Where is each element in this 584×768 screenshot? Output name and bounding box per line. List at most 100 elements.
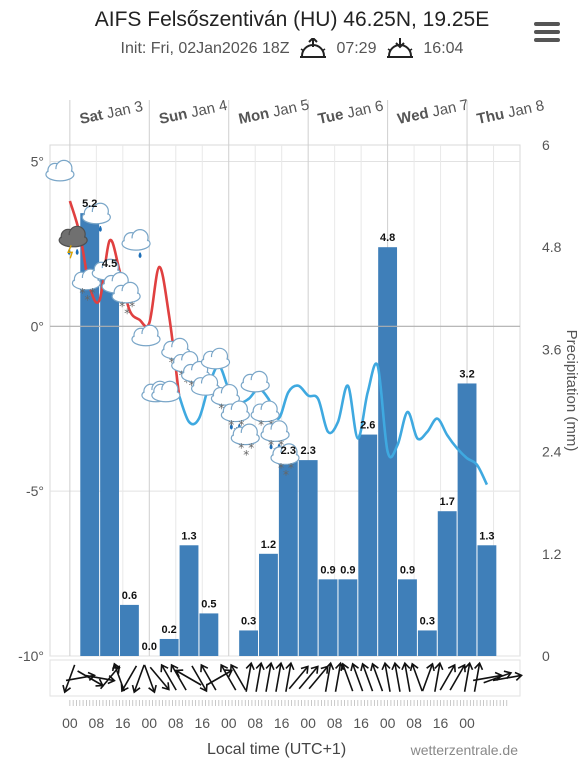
wind-arrow-icon: [265, 661, 275, 692]
precip-bar: [298, 460, 318, 656]
right-tick-label: 4.8: [542, 239, 562, 255]
chart-title: AIFS Felsőszentiván (HU) 46.25N, 19.25E: [94, 8, 490, 31]
wind-arrow-icon: [200, 663, 217, 691]
wind-arrow-icon: [229, 663, 247, 691]
precip-label: 0.5: [201, 598, 216, 610]
weather-snow-icon: ***: [250, 400, 280, 439]
right-tick-label: 3.6: [542, 341, 562, 357]
chart-header: AIFS Felsőszentiván (HU) 46.25N, 19.25E …: [0, 0, 584, 62]
wind-arrow-icon: [439, 663, 456, 691]
wind-arrow-icon: [275, 661, 285, 692]
precip-bar: [457, 383, 477, 656]
precip-label: 5.2: [82, 198, 97, 210]
init-text: Init: Fri, 02Jan2026 18Z: [120, 40, 290, 57]
weather-rain-icon: [81, 202, 111, 232]
right-tick-label: 1.2: [542, 546, 562, 562]
svg-text:*: *: [268, 438, 274, 452]
precip-label: 1.2: [261, 539, 276, 551]
wind-arrow-icon: [483, 670, 513, 684]
svg-text:*: *: [84, 293, 90, 307]
precip-bar: [338, 579, 358, 656]
precip-label: 0.2: [162, 624, 177, 636]
axes: 5° 0° -5° -10° 6 4.8 3.6 2.4 1.2 0 Precipitation (…: [18, 137, 580, 731]
svg-text:*: *: [283, 468, 289, 482]
x-tick-label: 00: [300, 715, 316, 731]
wind-arrow-icon: [473, 661, 484, 692]
svg-text:*: *: [119, 299, 125, 313]
wind-arrow-icon: [149, 666, 170, 691]
precip-bar: [199, 613, 219, 656]
precip-label: 0.6: [122, 590, 137, 602]
svg-text:*: *: [129, 299, 135, 313]
svg-text:*: *: [238, 418, 244, 432]
weather-snow-icon: ***: [270, 443, 300, 482]
x-tick-label: 16: [115, 715, 131, 731]
weather-thunder-rain-icon: [58, 225, 88, 259]
precip-bars: [80, 213, 497, 656]
sunrise-icon: [299, 38, 326, 58]
wind-arrow-icon: [409, 662, 423, 692]
weather-icons: *********************************: [45, 159, 300, 482]
svg-text:*: *: [288, 461, 294, 475]
weather-cloud-icon: [240, 370, 270, 393]
weather-rain-icon: [121, 229, 151, 259]
x-tick-label: 00: [142, 715, 158, 731]
day-label: Tue Jan 6: [316, 97, 385, 127]
x-tick-label: 16: [353, 715, 369, 731]
precip-bar: [398, 579, 417, 656]
precip-label: 4.5: [102, 258, 117, 270]
init-row: Init: Fri, 02Jan2026 18Z 07:29 16:04: [0, 38, 584, 60]
x-tick-label: 00: [380, 715, 396, 731]
x-tick-label: 08: [247, 715, 263, 731]
wind-arrow-icon: [245, 661, 255, 692]
precip-bar: [179, 545, 199, 656]
precip-bar: [417, 630, 437, 656]
wind-arrow-icon: [120, 665, 138, 693]
weather-cloud-icon: [190, 374, 221, 396]
precip-bar: [477, 545, 497, 656]
precip-label: 0.3: [420, 615, 435, 627]
svg-text:*: *: [89, 286, 95, 300]
svg-text:*: *: [228, 418, 234, 432]
precip-label: 3.2: [459, 368, 474, 380]
precip-bar: [259, 553, 278, 656]
x-tick-label: 16: [274, 715, 290, 731]
x-tick-label: 08: [406, 715, 422, 731]
svg-text:*: *: [278, 438, 284, 452]
x-tick-label: 16: [433, 715, 449, 731]
wind-arrow-icon: [62, 664, 76, 694]
svg-text:*: *: [278, 461, 284, 475]
wind-arrow-icon: [174, 669, 202, 686]
day-label: Mon Jan 5: [237, 96, 311, 128]
wind-arrow-icon: [463, 661, 474, 692]
precip-label: 2.3: [281, 445, 296, 457]
x-tick-label: 16: [194, 715, 210, 731]
right-tick-label: 2.4: [542, 444, 562, 460]
svg-text:*: *: [248, 441, 254, 455]
x-tick-label: 00: [459, 715, 475, 731]
x-tick-label: 00: [62, 715, 78, 731]
precip-bar: [159, 638, 179, 656]
wind-arrow-icon: [143, 664, 157, 694]
weather-rain-snow-icon: * * *: [260, 420, 290, 459]
precip-labels: 5.2 4.5 0.6 0.0 0.2 1.3 0.5 0.3 1.2 2.3 2.3 0.9 0.9 2…: [82, 198, 494, 653]
hamburger-menu-icon[interactable]: [534, 22, 560, 42]
left-tick-label: 5°: [31, 153, 44, 169]
sunrise-time: 07:29: [336, 40, 377, 57]
x-tick-label: 00: [221, 715, 237, 731]
wind-arrow-icon: [191, 665, 208, 693]
precip-label: 2.6: [360, 420, 375, 432]
wind-arrow-icon: [111, 662, 126, 692]
svg-text:*: *: [79, 286, 85, 300]
precip-label: 0.3: [241, 615, 256, 627]
left-tick-label: -10°: [18, 648, 44, 664]
precip-label: 2.3: [301, 445, 316, 457]
x-tick-label: 08: [327, 715, 343, 731]
x-tick-label: 08: [168, 715, 184, 731]
sunset-time: 16:04: [423, 40, 464, 57]
precip-bar: [239, 630, 259, 656]
day-labels: Sat Jan 3 Sun Jan 4 Mon Jan 5 Tue Jan 6 Wed …: [78, 96, 546, 128]
svg-text:*: *: [238, 441, 244, 455]
weather-cloud-icon: [151, 380, 181, 403]
day-label: Wed Jan 7: [396, 96, 470, 128]
